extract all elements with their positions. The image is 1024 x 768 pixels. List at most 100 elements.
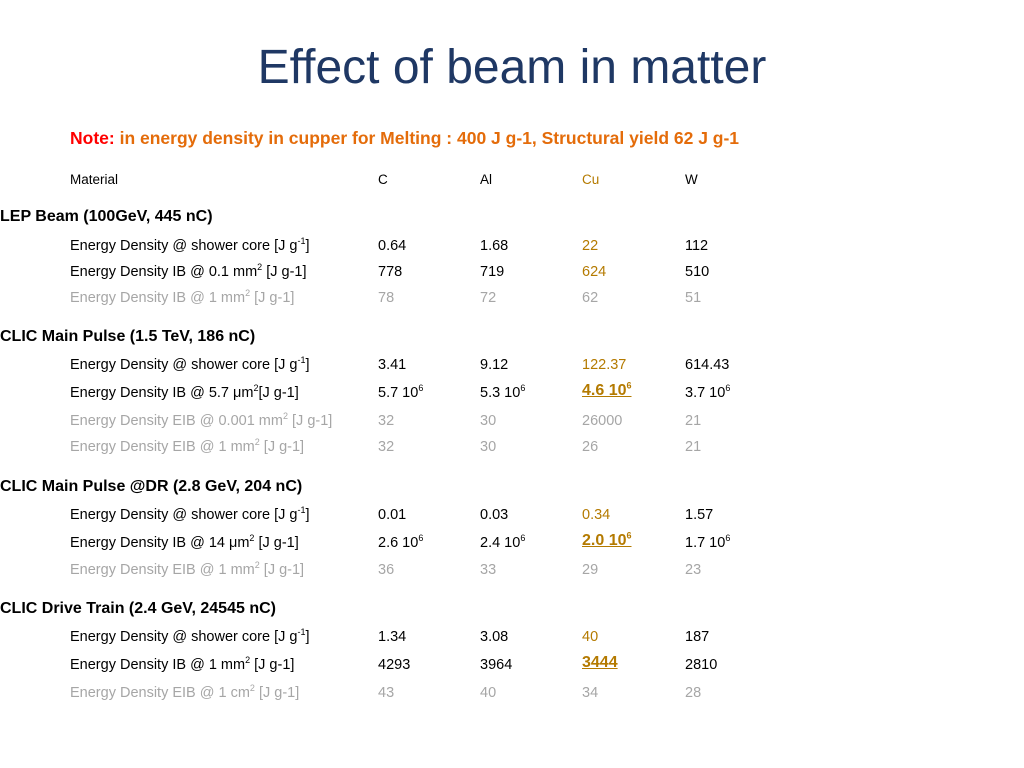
value-cell: 78 [378, 290, 395, 306]
cu-value: 4.6 106 [582, 380, 632, 400]
cu-value: 0.34 [582, 507, 611, 523]
value-cell: 51 [685, 290, 702, 306]
cu-value: 62 [582, 290, 599, 306]
row-label: Energy Density @ shower core [J g-1] [70, 355, 310, 373]
row-label: Energy Density @ shower core [J g-1] [70, 236, 310, 254]
value-cell: 2.6 106 [378, 533, 424, 551]
label-superscript: 2 [253, 383, 259, 394]
header-c: C [378, 172, 388, 187]
cu-value: 34 [582, 685, 599, 701]
value-cell: 5.3 106 [480, 383, 526, 401]
value-exponent: 6 [626, 380, 632, 391]
value-cell: 510 [685, 264, 710, 280]
label-superscript: 2 [249, 533, 255, 544]
value-cell: 1.7 106 [685, 533, 731, 551]
cu-highlight-value: 4.6 106 [582, 380, 632, 399]
value-cell: 0.03 [480, 507, 509, 523]
cu-value: 624 [582, 264, 607, 280]
label-superscript: 2 [254, 437, 260, 448]
header-cu: Cu [582, 172, 600, 187]
value-cell: 187 [685, 629, 710, 645]
value-cell: 614.43 [685, 357, 730, 373]
label-superscript: 2 [245, 288, 251, 299]
row-label: Energy Density IB @ 1 mm2 [J g-1] [70, 288, 295, 306]
label-superscript: 2 [249, 683, 255, 694]
value-exponent: 6 [418, 533, 424, 544]
header-w: W [685, 172, 698, 187]
value-cell: 1.68 [480, 238, 509, 254]
cu-value: 29 [582, 562, 599, 578]
value-cell: 3.08 [480, 629, 509, 645]
value-exponent: 6 [520, 533, 526, 544]
value-cell: 33 [480, 562, 497, 578]
value-cell: 4293 [378, 657, 411, 673]
label-superscript: 2 [245, 655, 251, 666]
row-label: Energy Density IB @ 0.1 mm2 [J g-1] [70, 262, 307, 280]
section-title: LEP Beam (100GeV, 445 nC) [0, 208, 213, 225]
cu-value: 22 [582, 238, 599, 254]
label-superscript: 2 [257, 262, 263, 273]
value-cell: 43 [378, 685, 395, 701]
value-cell: 3964 [480, 657, 513, 673]
value-exponent: 6 [520, 383, 526, 394]
value-cell: 72 [480, 290, 497, 306]
cu-value: 3444 [582, 654, 618, 672]
value-cell: 0.01 [378, 507, 407, 523]
label-superscript: -1 [297, 355, 306, 366]
section-title: CLIC Main Pulse @DR (2.8 GeV, 204 nC) [0, 478, 303, 495]
label-superscript: 2 [254, 560, 260, 571]
value-cell: 28 [685, 685, 702, 701]
value-exponent: 6 [725, 533, 731, 544]
value-cell: 9.12 [480, 357, 509, 373]
row-label: Energy Density EIB @ 1 mm2 [J g-1] [70, 560, 305, 578]
row-label: Energy Density IB @ 5.7 μm2[J g-1] [70, 383, 299, 401]
value-cell: 30 [480, 413, 497, 429]
value-cell: 21 [685, 439, 702, 455]
label-superscript: 2 [282, 411, 288, 422]
label-superscript: -1 [297, 236, 306, 247]
section-title: CLIC Drive Train (2.4 GeV, 24545 nC) [0, 600, 276, 617]
value-cell: 30 [480, 439, 497, 455]
label-superscript: -1 [297, 505, 306, 516]
value-cell: 2810 [685, 657, 718, 673]
row-label: Energy Density EIB @ 1 mm2 [J g-1] [70, 437, 305, 455]
value-cell: 36 [378, 562, 395, 578]
row-label: Energy Density @ shower core [J g-1] [70, 505, 310, 523]
value-cell: 5.7 106 [378, 383, 424, 401]
row-label: Energy Density IB @ 1 mm2 [J g-1] [70, 655, 295, 673]
slide-title: Effect of beam in matter [257, 41, 767, 94]
note-label: Note: [70, 128, 115, 148]
row-label: Energy Density EIB @ 1 cm2 [J g-1] [70, 683, 300, 701]
header-al: Al [480, 172, 493, 187]
cu-highlight-value: 3444 [582, 654, 618, 671]
value-cell: 32 [378, 413, 395, 429]
value-exponent: 6 [418, 383, 424, 394]
cu-highlight-value: 2.0 106 [582, 530, 632, 549]
row-label: Energy Density IB @ 14 μm2 [J g-1] [70, 533, 299, 551]
cu-value: 26000 [582, 413, 623, 429]
cu-value: 2.0 106 [582, 530, 632, 550]
cu-value: 40 [582, 629, 599, 645]
value-cell: 23 [685, 562, 702, 578]
row-label: Energy Density @ shower core [J g-1] [70, 627, 310, 645]
section-title: CLIC Main Pulse (1.5 TeV, 186 nC) [0, 328, 256, 345]
value-cell: 3.7 106 [685, 383, 731, 401]
note-body: in energy density in cupper for Melting … [114, 128, 740, 148]
label-superscript: -1 [297, 627, 306, 638]
value-cell: 40 [480, 685, 497, 701]
cu-value: 122.37 [582, 357, 627, 373]
value-cell: 32 [378, 439, 395, 455]
value-cell: 778 [378, 264, 403, 280]
value-cell: 21 [685, 413, 702, 429]
value-cell: 719 [480, 264, 505, 280]
value-cell: 1.57 [685, 507, 714, 523]
value-cell: 1.34 [378, 629, 407, 645]
row-label: Energy Density EIB @ 0.001 mm2 [J g-1] [70, 411, 333, 429]
note-text: Note: in energy density in cupper for Me… [70, 128, 739, 149]
value-exponent: 6 [626, 530, 632, 541]
cu-value: 26 [582, 439, 599, 455]
value-cell: 2.4 106 [480, 533, 526, 551]
value-exponent: 6 [725, 383, 731, 394]
header-material: Material [70, 172, 119, 187]
value-cell: 0.64 [378, 238, 407, 254]
